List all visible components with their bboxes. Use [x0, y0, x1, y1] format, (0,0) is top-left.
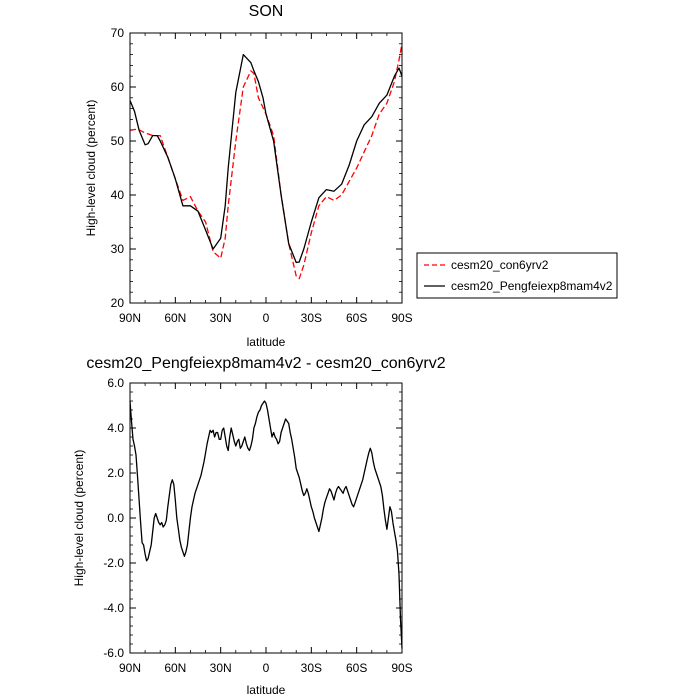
- top-y-tick-label: 60: [111, 80, 125, 94]
- top-x-tick-label: 60N: [164, 311, 186, 325]
- top-x-tick-label: 30N: [210, 311, 232, 325]
- bottom-panel-title: cesm20_Pengfeiexp8mam4v2 - cesm20_con6yr…: [86, 355, 445, 372]
- bottom-panel-ticks: 90N 60N 30N 0 30S 60S 90S -6.0 -4.0 -2.0 0.0 2.0 4.0…: [103, 376, 412, 675]
- top-panel-ticks: 90N 60N 30N 0 30S 60S 90S 20 30 40 50 60 70: [111, 26, 413, 325]
- legend-label-cesm20-con6yrv2: cesm20_con6yrv2: [451, 258, 549, 272]
- top-x-tick-label: 90N: [119, 311, 141, 325]
- top-series-line-1: [129, 53, 403, 264]
- bottom-x-tick-label: 30N: [210, 661, 232, 675]
- top-y-tick-label: 30: [111, 242, 125, 256]
- bottom-y-tick-label: 2.0: [107, 466, 124, 480]
- bottom-panel-frame: [129, 382, 403, 654]
- top-x-tick-label: 30S: [301, 311, 322, 325]
- legend-label-cesm20-pengfeiexp8mam4v2: cesm20_Pengfeiexp8mam4v2: [451, 279, 613, 293]
- top-y-tick-label: 70: [111, 26, 125, 40]
- top-panel: SON High-level cloud (percent) latitude …: [84, 3, 413, 349]
- bottom-y-tick-label: -2.0: [103, 556, 124, 570]
- top-panel-series: [129, 43, 403, 280]
- bottom-y-tick-label: 6.0: [107, 376, 124, 390]
- bottom-y-tick-label: 0.0: [107, 511, 124, 525]
- top-panel-frame: [129, 32, 403, 304]
- bottom-panel-x-axis-label: latitude: [247, 683, 286, 697]
- bottom-x-tick-label: 90S: [391, 661, 412, 675]
- top-series-line-0: [129, 43, 403, 280]
- top-panel-y-axis-label: High-level cloud (percent): [84, 100, 98, 237]
- top-y-tick-label: 20: [111, 296, 125, 310]
- bottom-y-tick-label: -6.0: [103, 646, 124, 660]
- bottom-x-tick-label: 60S: [346, 661, 367, 675]
- bottom-series-line-0: [129, 400, 403, 649]
- top-panel-title: SON: [249, 3, 284, 20]
- bottom-x-tick-label: 30S: [301, 661, 322, 675]
- bottom-x-tick-label: 60N: [164, 661, 186, 675]
- bottom-x-tick-label: 90N: [119, 661, 141, 675]
- top-y-tick-label: 50: [111, 134, 125, 148]
- top-x-tick-label: 60S: [346, 311, 367, 325]
- bottom-panel: cesm20_Pengfeiexp8mam4v2 - cesm20_con6yr…: [72, 355, 446, 697]
- bottom-panel-series: [129, 400, 403, 649]
- legend-box: [416, 252, 618, 299]
- bottom-y-tick-label: 4.0: [107, 421, 124, 435]
- top-y-tick-label: 40: [111, 188, 125, 202]
- bottom-y-tick-label: -4.0: [103, 601, 124, 615]
- bottom-panel-y-axis-label: High-level cloud (percent): [72, 450, 86, 587]
- top-panel-x-axis-label: latitude: [247, 335, 286, 349]
- top-x-tick-label: 0: [263, 311, 270, 325]
- top-x-tick-label: 90S: [391, 311, 412, 325]
- legend: cesm20_con6yrv2 cesm20_Pengfeiexp8mam4v2: [416, 252, 618, 299]
- bottom-x-tick-label: 0: [263, 661, 270, 675]
